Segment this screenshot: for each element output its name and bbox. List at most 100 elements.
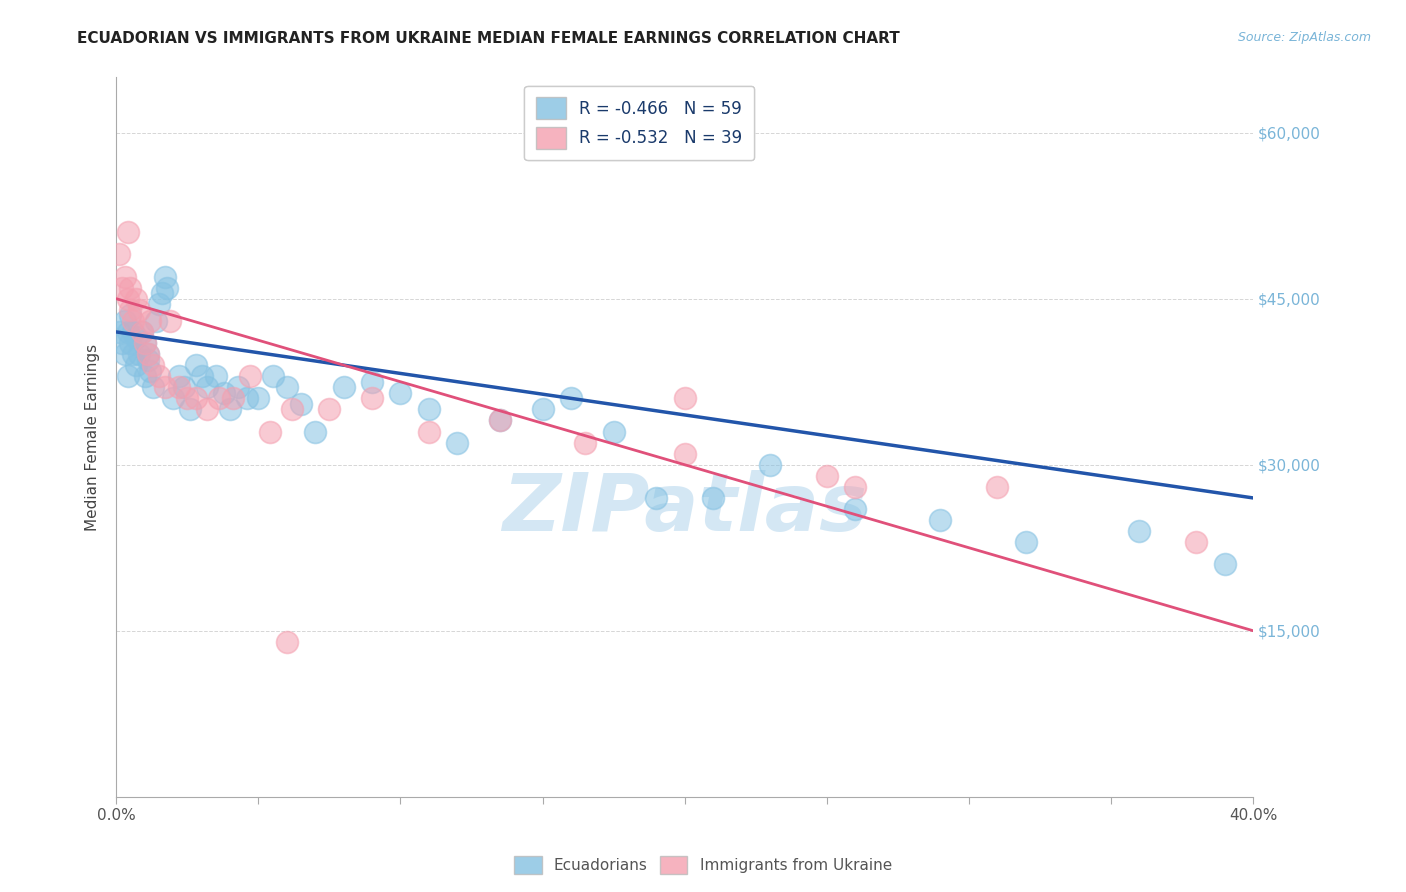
Point <box>117 292 139 306</box>
Point <box>117 225 139 239</box>
Point <box>114 314 136 328</box>
Point <box>117 325 139 339</box>
Point <box>276 380 298 394</box>
Point <box>290 397 312 411</box>
Point <box>128 347 150 361</box>
Point <box>531 402 554 417</box>
Point <box>318 402 340 417</box>
Point <box>184 358 207 372</box>
Point <box>131 325 153 339</box>
Point <box>173 380 195 394</box>
Legend: R = -0.466   N = 59, R = -0.532   N = 39: R = -0.466 N = 59, R = -0.532 N = 39 <box>524 86 754 161</box>
Point <box>207 392 229 406</box>
Point <box>574 435 596 450</box>
Point <box>111 281 134 295</box>
Point <box>134 369 156 384</box>
Point <box>136 347 159 361</box>
Point <box>1128 524 1150 538</box>
Point <box>136 347 159 361</box>
Legend: Ecuadorians, Immigrants from Ukraine: Ecuadorians, Immigrants from Ukraine <box>508 850 898 880</box>
Point <box>560 392 582 406</box>
Point <box>122 314 145 328</box>
Point <box>153 380 176 394</box>
Point <box>153 269 176 284</box>
Point <box>120 281 142 295</box>
Point <box>239 369 262 384</box>
Point <box>108 247 131 261</box>
Point <box>190 369 212 384</box>
Point <box>167 369 190 384</box>
Point <box>214 385 236 400</box>
Point <box>276 634 298 648</box>
Point <box>159 314 181 328</box>
Point <box>418 402 440 417</box>
Point <box>148 369 170 384</box>
Point <box>204 369 226 384</box>
Point <box>120 302 142 317</box>
Point <box>139 314 162 328</box>
Point <box>134 336 156 351</box>
Text: ZIPatlas: ZIPatlas <box>502 470 868 548</box>
Point <box>108 325 131 339</box>
Point <box>446 435 468 450</box>
Point <box>136 352 159 367</box>
Point <box>332 380 354 394</box>
Point <box>139 364 162 378</box>
Point <box>418 425 440 439</box>
Point <box>262 369 284 384</box>
Point <box>134 336 156 351</box>
Point <box>142 358 165 372</box>
Point <box>222 392 245 406</box>
Point <box>759 458 782 472</box>
Point <box>1014 535 1036 549</box>
Point <box>117 369 139 384</box>
Point <box>815 468 838 483</box>
Point <box>179 402 201 417</box>
Point <box>150 286 173 301</box>
Point <box>1213 558 1236 572</box>
Point <box>844 502 866 516</box>
Point <box>247 392 270 406</box>
Point <box>142 380 165 394</box>
Text: ECUADORIAN VS IMMIGRANTS FROM UKRAINE MEDIAN FEMALE EARNINGS CORRELATION CHART: ECUADORIAN VS IMMIGRANTS FROM UKRAINE ME… <box>77 31 900 46</box>
Point <box>114 269 136 284</box>
Point <box>844 480 866 494</box>
Point <box>120 309 142 323</box>
Point <box>236 392 259 406</box>
Point <box>361 392 384 406</box>
Point <box>673 392 696 406</box>
Point <box>145 314 167 328</box>
Point <box>125 330 148 344</box>
Point <box>219 402 242 417</box>
Point <box>228 380 250 394</box>
Point <box>122 347 145 361</box>
Point <box>120 336 142 351</box>
Point <box>361 375 384 389</box>
Point <box>489 413 512 427</box>
Point <box>122 325 145 339</box>
Point <box>162 392 184 406</box>
Point <box>128 302 150 317</box>
Point <box>176 392 198 406</box>
Point <box>602 425 624 439</box>
Point <box>125 358 148 372</box>
Point <box>673 447 696 461</box>
Text: Source: ZipAtlas.com: Source: ZipAtlas.com <box>1237 31 1371 45</box>
Point <box>131 325 153 339</box>
Point <box>195 380 218 394</box>
Point <box>1185 535 1208 549</box>
Point <box>111 336 134 351</box>
Point <box>986 480 1008 494</box>
Point <box>304 425 326 439</box>
Point <box>702 491 724 505</box>
Point <box>489 413 512 427</box>
Point <box>114 347 136 361</box>
Point <box>148 297 170 311</box>
Y-axis label: Median Female Earnings: Median Female Earnings <box>86 343 100 531</box>
Point <box>389 385 412 400</box>
Point <box>929 513 952 527</box>
Point <box>281 402 304 417</box>
Point <box>156 281 179 295</box>
Point <box>195 402 218 417</box>
Point <box>167 380 190 394</box>
